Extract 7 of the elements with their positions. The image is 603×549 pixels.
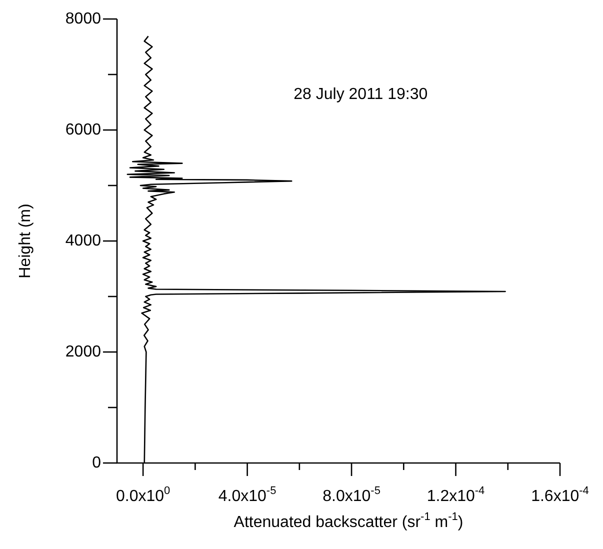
annotation: 28 July 2011 19:30: [294, 86, 428, 103]
y-tick-label: 0: [92, 454, 102, 472]
y-tick-label: 8000: [65, 10, 102, 28]
y-axis-title: Height (m): [17, 204, 34, 278]
y-tick-label: 4000: [65, 232, 102, 250]
y-tick-label: 6000: [65, 121, 102, 138]
y-tick-label: 2000: [65, 343, 102, 360]
